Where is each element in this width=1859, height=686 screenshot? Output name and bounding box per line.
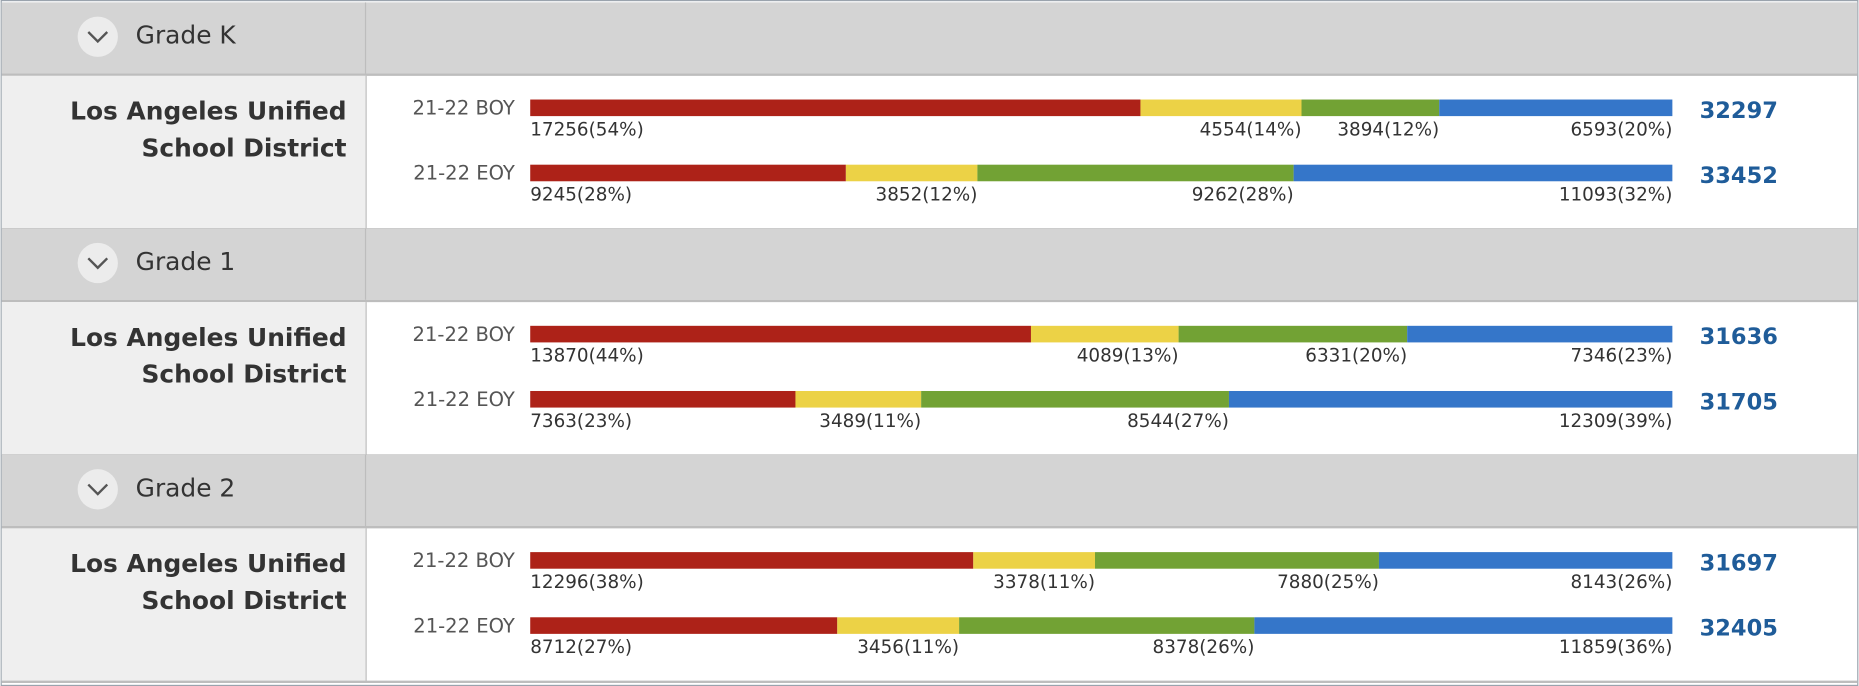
bar-segment	[1140, 99, 1302, 117]
segment-label: 13870(44%)	[530, 346, 644, 367]
period-label: 21-22 BOY	[413, 97, 515, 120]
bar-segment	[837, 617, 960, 634]
period-label: 21-22 BOY	[413, 549, 515, 572]
bar-segment	[973, 552, 1096, 569]
segment-label: 7346(23%)	[1571, 346, 1673, 367]
bar-segment	[1254, 617, 1673, 634]
bar-segment	[977, 164, 1294, 182]
segment-label: 7880(25%)	[1277, 572, 1379, 593]
bar-segment	[1228, 390, 1673, 408]
segment-label: 6331(20%)	[1305, 346, 1407, 367]
segment-label: 9262(28%)	[1192, 184, 1294, 205]
bar-segment	[530, 390, 796, 408]
collapse-toggle[interactable]	[77, 16, 118, 57]
segment-label: 7363(23%)	[530, 411, 632, 432]
chevron[interactable]	[87, 483, 109, 496]
segment-label: 8544(27%)	[1127, 411, 1229, 432]
grade-header	[1, 228, 1858, 300]
bar-segment	[1178, 325, 1408, 343]
period-label: 21-22 EOY	[413, 162, 515, 185]
chevron[interactable]	[87, 31, 109, 44]
row-total[interactable]: 31636	[1700, 324, 1778, 350]
segment-label: 6593(20%)	[1571, 119, 1673, 140]
bar-segment	[1095, 552, 1379, 569]
segment-label: 3894(12%)	[1337, 119, 1439, 140]
district-name: School District	[142, 133, 347, 162]
grade-header	[1, 454, 1858, 527]
bar-segment	[530, 164, 846, 182]
district-name: Los Angeles Unified	[70, 549, 346, 578]
grade-title: Grade K	[136, 21, 237, 50]
bar-segment	[1407, 325, 1673, 343]
segment-label: 11859(36%)	[1559, 637, 1673, 658]
grade-title: Grade 1	[136, 247, 236, 276]
bar-segment	[795, 390, 922, 408]
segment-label: 4089(13%)	[1077, 346, 1179, 367]
bar-segment	[1030, 325, 1179, 343]
segment-label: 8143(26%)	[1571, 572, 1673, 593]
bar-segment	[959, 617, 1255, 634]
bar-segment	[530, 617, 838, 634]
collapse-toggle[interactable]	[77, 469, 118, 510]
district-cell	[1, 528, 366, 682]
bar-segment	[845, 164, 978, 182]
collapse-toggle[interactable]	[77, 242, 118, 284]
grade-header	[1, 2, 1858, 74]
grade-title: Grade 2	[136, 473, 236, 502]
bar-segment	[1301, 99, 1440, 117]
district-name: School District	[142, 586, 347, 615]
segment-label: 9245(28%)	[530, 184, 632, 205]
row-total[interactable]: 31705	[1700, 389, 1778, 415]
bar-segment	[1439, 99, 1673, 117]
bar-segment	[921, 390, 1229, 408]
row-total[interactable]: 32297	[1700, 98, 1778, 124]
bar-segment	[530, 325, 1031, 343]
row-total[interactable]: 32405	[1700, 616, 1778, 642]
segment-label: 12309(39%)	[1559, 411, 1673, 432]
bar-segment	[530, 99, 1141, 117]
bar-segment	[1378, 552, 1673, 569]
period-label: 21-22 BOY	[413, 323, 515, 346]
bar-segment	[1293, 164, 1673, 182]
district-cell	[1, 302, 366, 455]
chevron[interactable]	[87, 257, 109, 270]
segment-label: 4554(14%)	[1200, 119, 1302, 140]
segment-label: 3456(11%)	[857, 637, 959, 658]
district-name: Los Angeles Unified	[70, 97, 346, 126]
district-name: Los Angeles Unified	[70, 323, 346, 352]
segment-label: 12296(38%)	[530, 572, 644, 593]
segment-label: 3378(11%)	[993, 572, 1095, 593]
segment-label: 8378(26%)	[1153, 637, 1255, 658]
row-total[interactable]: 33452	[1700, 163, 1778, 189]
district-cell	[1, 75, 366, 229]
segment-label: 11093(32%)	[1559, 184, 1673, 205]
segment-label: 8712(27%)	[530, 637, 632, 658]
segment-label: 3852(12%)	[876, 184, 978, 205]
bar-segment	[530, 552, 974, 569]
segment-label: 17256(54%)	[530, 119, 644, 140]
row-total[interactable]: 31697	[1700, 550, 1778, 576]
segment-label: 3489(11%)	[819, 411, 921, 432]
period-label: 21-22 EOY	[413, 388, 515, 411]
district-name: School District	[142, 360, 347, 389]
period-label: 21-22 EOY	[413, 614, 515, 637]
